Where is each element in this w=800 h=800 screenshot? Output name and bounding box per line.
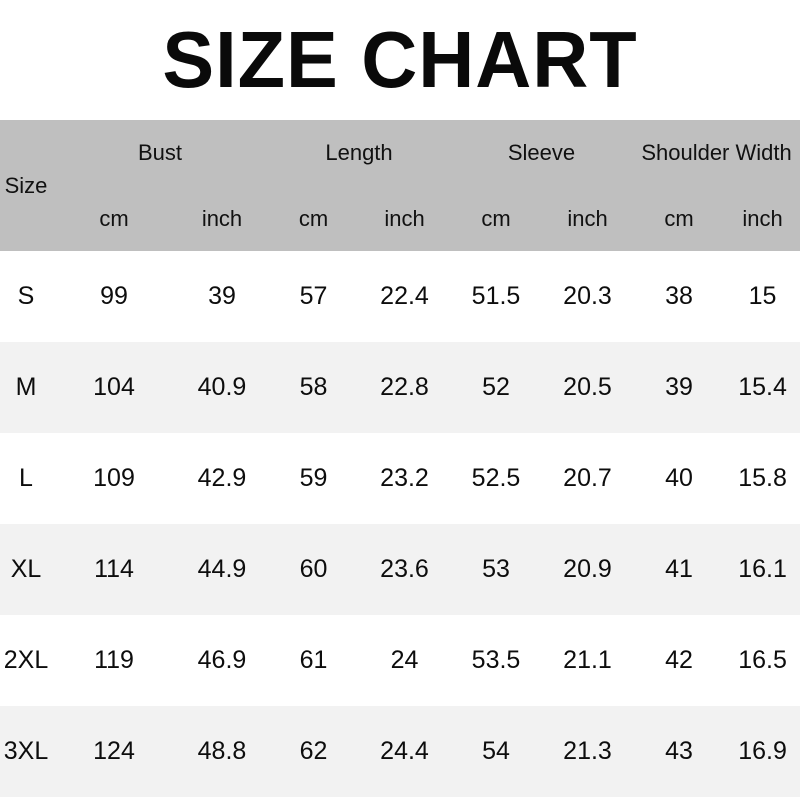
table-row: M 104 40.9 58 22.8 52 20.5 39 15.4 (0, 342, 800, 433)
cell-shoulder-cm: 42 (633, 615, 726, 706)
title-bar: SIZE CHART (0, 0, 800, 120)
cell-length-cm: 60 (268, 524, 359, 615)
cell-length-inch: 23.2 (359, 433, 451, 524)
header-unit-row: cm inch cm inch cm inch cm inch (0, 186, 800, 251)
cell-shoulder-cm: 43 (633, 706, 726, 797)
row-size-label: XL (0, 524, 52, 615)
cell-length-inch: 23.6 (359, 524, 451, 615)
cell-sleeve-cm: 53 (450, 524, 543, 615)
header-group-sleeve-label: Sleeve (507, 140, 576, 165)
cell-sleeve-cm: 52 (450, 342, 543, 433)
header-unit-length-cm: cm (268, 186, 359, 251)
cell-bust-inch: 44.9 (176, 524, 268, 615)
cell-shoulder-inch: 15.4 (725, 342, 800, 433)
header-group-bust-label: Bust (137, 140, 183, 165)
cell-bust-cm: 119 (52, 615, 176, 706)
cell-bust-cm: 104 (52, 342, 176, 433)
header-unit-length-inch: inch (359, 186, 451, 251)
cell-shoulder-inch: 15 (725, 251, 800, 342)
header-unit-bust-cm: cm (52, 186, 176, 251)
cell-length-inch: 24 (359, 615, 451, 706)
header-group-length-label: Length (325, 140, 393, 165)
cell-sleeve-cm: 52.5 (450, 433, 543, 524)
row-size-label: S (0, 251, 52, 342)
cell-sleeve-cm: 53.5 (450, 615, 543, 706)
table-header: Size Bust Length Sleeve Shoulder Width c… (0, 120, 800, 251)
header-group-shoulder-width: Shoulder Width (633, 120, 800, 186)
cell-bust-cm: 109 (52, 433, 176, 524)
cell-shoulder-inch: 15.8 (725, 433, 800, 524)
page-title: SIZE CHART (162, 15, 638, 104)
cell-shoulder-inch: 16.9 (725, 706, 800, 797)
cell-sleeve-inch: 21.1 (542, 615, 634, 706)
header-size-label: Size (0, 120, 52, 251)
cell-shoulder-inch: 16.5 (725, 615, 800, 706)
cell-sleeve-inch: 20.7 (542, 433, 634, 524)
cell-sleeve-inch: 20.5 (542, 342, 634, 433)
cell-sleeve-inch: 20.9 (542, 524, 634, 615)
cell-bust-inch: 40.9 (176, 342, 268, 433)
cell-length-inch: 22.4 (359, 251, 451, 342)
header-group-length: Length (268, 120, 451, 186)
cell-shoulder-inch: 16.1 (725, 524, 800, 615)
cell-bust-inch: 42.9 (176, 433, 268, 524)
table-row: 3XL 124 48.8 62 24.4 54 21.3 43 16.9 (0, 706, 800, 797)
cell-shoulder-cm: 40 (633, 433, 726, 524)
cell-bust-cm: 114 (52, 524, 176, 615)
cell-sleeve-cm: 54 (450, 706, 543, 797)
cell-length-cm: 57 (268, 251, 359, 342)
header-unit-shoulder-inch: inch (725, 186, 800, 251)
header-group-row: Size Bust Length Sleeve Shoulder Width (0, 120, 800, 251)
size-chart-table: Size Bust Length Sleeve Shoulder Width c… (0, 120, 800, 797)
cell-shoulder-cm: 39 (633, 342, 726, 433)
cell-length-cm: 58 (268, 342, 359, 433)
cell-bust-inch: 48.8 (176, 706, 268, 797)
cell-sleeve-inch: 21.3 (542, 706, 634, 797)
cell-sleeve-cm: 51.5 (450, 251, 543, 342)
header-group-bust: Bust (52, 120, 268, 186)
header-group-sleeve: Sleeve (450, 120, 634, 186)
cell-shoulder-cm: 41 (633, 524, 726, 615)
header-unit-sleeve-inch: inch (542, 186, 634, 251)
cell-bust-inch: 39 (176, 251, 268, 342)
table-row: XL 114 44.9 60 23.6 53 20.9 41 16.1 (0, 524, 800, 615)
row-size-label: L (0, 433, 52, 524)
header-group-shoulder-width-label: Shoulder Width (641, 140, 792, 165)
cell-length-cm: 59 (268, 433, 359, 524)
header-unit-bust-inch: inch (176, 186, 268, 251)
table-row: L 109 42.9 59 23.2 52.5 20.7 40 15.8 (0, 433, 800, 524)
table-row: S 99 39 57 22.4 51.5 20.3 38 15 (0, 251, 800, 342)
cell-length-inch: 24.4 (359, 706, 451, 797)
header-unit-shoulder-cm: cm (633, 186, 726, 251)
table-row: 2XL 119 46.9 61 24 53.5 21.1 42 16.5 (0, 615, 800, 706)
cell-sleeve-inch: 20.3 (542, 251, 634, 342)
cell-bust-cm: 99 (52, 251, 176, 342)
cell-length-cm: 62 (268, 706, 359, 797)
cell-length-cm: 61 (268, 615, 359, 706)
table-body: S 99 39 57 22.4 51.5 20.3 38 15 M 104 40… (0, 251, 800, 797)
cell-length-inch: 22.8 (359, 342, 451, 433)
cell-bust-cm: 124 (52, 706, 176, 797)
row-size-label: M (0, 342, 52, 433)
header-unit-sleeve-cm: cm (450, 186, 543, 251)
cell-shoulder-cm: 38 (633, 251, 726, 342)
row-size-label: 2XL (0, 615, 52, 706)
cell-bust-inch: 46.9 (176, 615, 268, 706)
row-size-label: 3XL (0, 706, 52, 797)
